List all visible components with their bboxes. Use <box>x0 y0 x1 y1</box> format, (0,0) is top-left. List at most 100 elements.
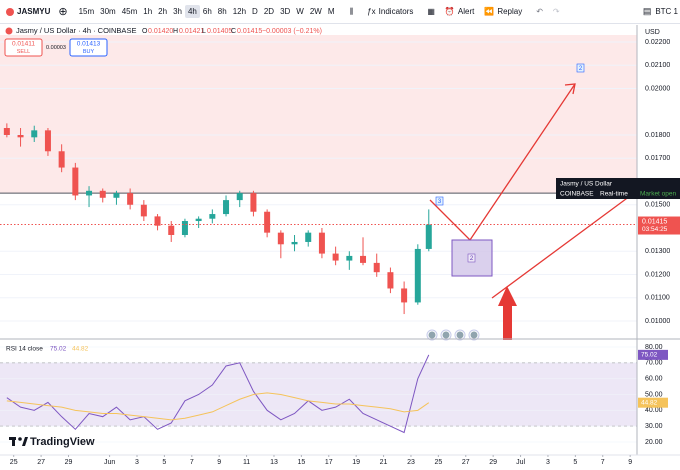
timeframe-button[interactable]: 1h <box>143 7 153 16</box>
right-label: BTC 1 <box>655 7 678 16</box>
candle-body <box>373 262 380 273</box>
x-tick-label: 9 <box>628 459 632 466</box>
redo[interactable]: ↷ <box>552 7 560 16</box>
legend-label: H <box>173 28 178 35</box>
candle-body <box>277 232 284 245</box>
legend-label: O <box>142 28 148 35</box>
y-tick-label: 0.01300 <box>645 248 670 255</box>
y-tick-label: 0.01000 <box>645 318 670 325</box>
undo[interactable]: ↶ <box>536 7 543 16</box>
currency[interactable]: USD <box>645 29 660 36</box>
timeframe-button[interactable]: 4h <box>184 5 200 18</box>
timeframe-button[interactable]: 2h <box>158 7 168 16</box>
timeframe-button[interactable]: 2W <box>309 7 322 16</box>
candle-body <box>3 128 10 135</box>
rsi-title: RSI 14 close <box>6 346 43 353</box>
x-tick-label: 23 <box>407 459 415 466</box>
x-tick-label: 9 <box>217 459 221 466</box>
sell-price[interactable]: 0.01411 <box>12 41 35 48</box>
timeframe-button[interactable]: 12h <box>232 7 247 16</box>
timeframe-button[interactable]: 2D <box>263 7 275 16</box>
candle-body <box>332 253 339 261</box>
label-box <box>467 253 476 263</box>
timeframe-button[interactable]: 30m <box>100 7 116 16</box>
candle-body <box>58 151 65 168</box>
alert-button[interactable]: ⏰ Alert <box>444 7 475 16</box>
legend-value: 0.01421 <box>179 28 204 35</box>
candle-body <box>223 200 230 215</box>
x-tick-label: Jul <box>516 459 525 466</box>
tooltip-market: Market open <box>640 191 677 198</box>
timeframe-button[interactable]: 45m <box>121 7 138 16</box>
y-tick-label: 0.02000 <box>645 85 670 92</box>
legend-value: 0.01405 <box>207 28 232 35</box>
x-tick-label: 21 <box>380 459 388 466</box>
sell-button[interactable] <box>4 38 43 57</box>
candle-body <box>31 130 38 138</box>
candle-body <box>264 211 271 233</box>
timeframe-button[interactable]: 8h <box>217 7 227 16</box>
buy-price[interactable]: 0.01413 <box>77 41 101 48</box>
spread: 0.00003 <box>46 45 66 51</box>
buy-button[interactable] <box>69 38 108 57</box>
buy-label[interactable]: BUY <box>83 49 95 55</box>
x-tick-label: Jun <box>104 459 115 466</box>
layout-icon[interactable]: ▤ <box>642 6 652 16</box>
x-tick-label: 29 <box>489 459 497 466</box>
rsi-value-tag <box>638 397 668 408</box>
chart-type-icon[interactable]: ⫼ <box>349 6 354 16</box>
timeframe-button[interactable]: 3h <box>173 7 182 16</box>
alert-label[interactable]: Alert <box>457 7 475 16</box>
candle-body <box>195 218 202 222</box>
timeframe-button[interactable]: 15m <box>78 7 95 16</box>
candle-body <box>99 190 106 198</box>
legend-title: Jasmy / US Dollar · 4h · COINBASE <box>16 26 136 35</box>
logo-text: TradingView <box>30 436 95 448</box>
rsi-legend-value: 44.82 <box>72 346 89 353</box>
compare-button[interactable]: ⊕ <box>58 6 68 18</box>
candle-body <box>291 241 298 245</box>
indicators-button[interactable]: ƒx Indicators <box>367 7 414 16</box>
x-tick-label: 29 <box>65 459 73 466</box>
last-price-label: 0.01415 <box>642 218 667 225</box>
y-tick-label: 0.01700 <box>645 155 670 162</box>
timeframe-button[interactable]: W <box>296 7 304 16</box>
y-tick-label: 0.01100 <box>645 295 670 302</box>
replay-label[interactable]: Replay <box>497 7 523 16</box>
toolbar: JASMYU ⊕ 15m 30m 45m 1h 2h 3h 4h 6h 8h 12h D 2D 3D W 2… <box>0 0 680 24</box>
timeframe-button[interactable]: 6h <box>202 7 212 16</box>
candle-body <box>181 221 188 235</box>
trend-drawing <box>491 195 631 299</box>
candle-body <box>140 204 147 217</box>
tooltip <box>556 178 680 199</box>
sell-label[interactable]: SELL <box>17 49 30 55</box>
candle-body <box>44 130 51 152</box>
legend-change: −0.00003 (−0.21%) <box>262 28 322 35</box>
y-tick-label: 0.02200 <box>645 39 670 46</box>
candle-body <box>168 225 175 235</box>
y-tick-label: 70.00 <box>645 360 663 367</box>
timeframe-button[interactable]: M <box>327 7 335 16</box>
annotation: 2 <box>579 66 583 72</box>
rsi-line <box>6 354 430 434</box>
replay-button[interactable]: ⏪ Replay <box>484 7 523 16</box>
up-arrow <box>498 286 517 340</box>
tooltip-status: Real-time <box>600 191 628 198</box>
indicators-label[interactable]: Indicators <box>378 7 414 16</box>
templates-icon[interactable]: ▦ <box>427 7 435 16</box>
legend-value: 0.01420 <box>148 28 173 35</box>
event-flags <box>426 329 480 341</box>
candle-body <box>154 216 161 226</box>
annotation: 2 <box>470 256 474 262</box>
x-tick-label: 3 <box>135 459 139 466</box>
x-tick-label: 7 <box>601 459 605 466</box>
symbol-icon <box>6 7 14 16</box>
symbol[interactable]: JASMYU <box>17 7 51 16</box>
x-tick-label: 13 <box>270 459 278 466</box>
candle-body <box>387 272 394 289</box>
timeframe-button[interactable]: D <box>252 7 258 16</box>
timeframe-button[interactable]: 3D <box>280 7 291 16</box>
annotation: 3 <box>438 199 442 205</box>
y-tick-label: 60.00 <box>645 375 663 382</box>
